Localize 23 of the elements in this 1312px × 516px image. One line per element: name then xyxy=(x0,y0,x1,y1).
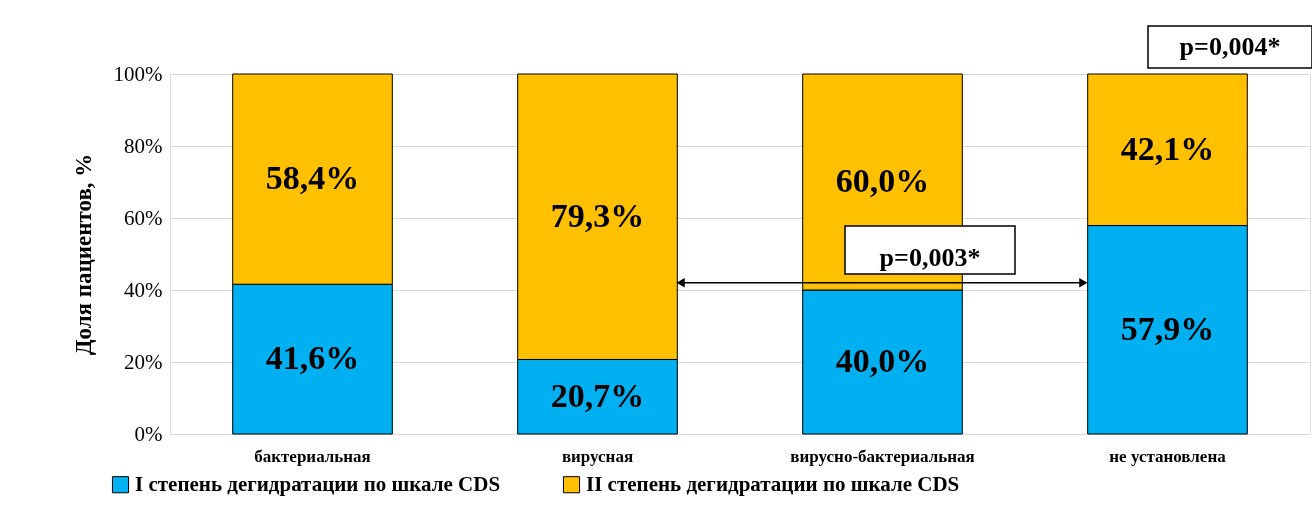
x-tick-label: вирусная xyxy=(561,446,634,466)
x-tick-label: не установлена xyxy=(1109,446,1227,466)
annotation: p=0,003* xyxy=(879,243,981,272)
data-label: 57,9% xyxy=(1120,309,1215,347)
data-label: 79,3% xyxy=(550,196,645,234)
text: p=0,004* xyxy=(1179,32,1281,61)
data-label: 60,0% xyxy=(835,162,930,199)
y-tick-label: 20% xyxy=(124,349,163,374)
x-tick-label: вирусно-бактериальная xyxy=(790,446,975,466)
y-tick-label: 0% xyxy=(134,421,163,446)
y-tick-label: 80% xyxy=(124,133,163,158)
data-label: 58,4% xyxy=(265,159,360,197)
data-label: 42,1% xyxy=(1120,129,1215,167)
data-label: 20,7% xyxy=(550,376,645,414)
legend-label: I степень дегидратации по шкале CDS xyxy=(135,471,501,496)
data-label: 40,0% xyxy=(835,342,930,379)
y-tick-label: 60% xyxy=(124,205,163,230)
y-tick-label: 40% xyxy=(124,277,163,302)
y-axis-title: Доля пациентов, % xyxy=(70,153,96,356)
legend-label: II степень дегидратации по шкале CDS xyxy=(586,471,960,496)
data-label: 41,6% xyxy=(265,339,360,377)
x-tick-label: бактериальная xyxy=(254,446,371,466)
y-tick-label: 100% xyxy=(113,61,163,86)
